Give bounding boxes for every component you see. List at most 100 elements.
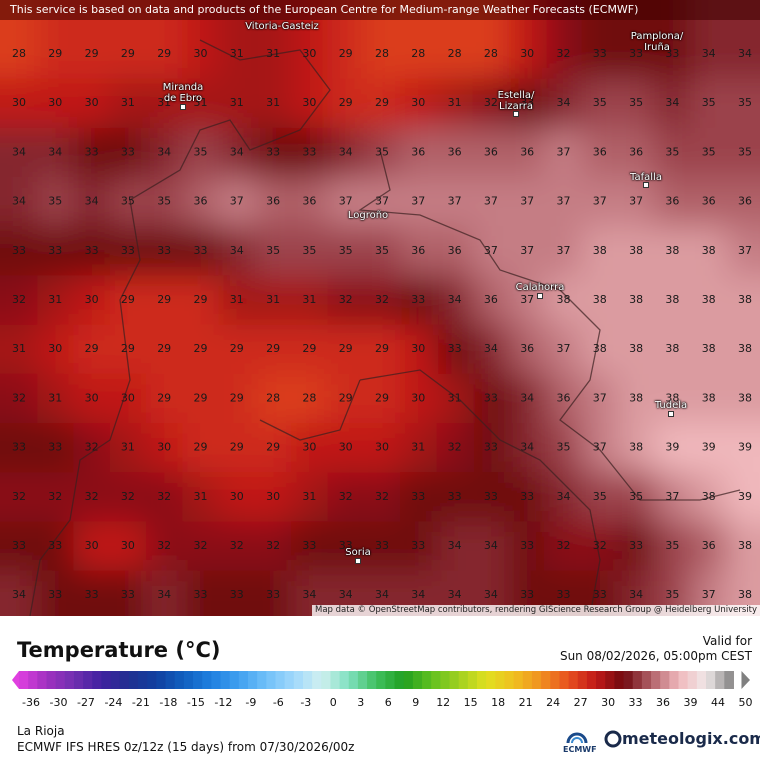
field-cell [545, 275, 583, 326]
field-cell [254, 78, 293, 129]
grid-value: 29 [339, 47, 353, 60]
colorbar-cell [596, 671, 606, 689]
field-cell [472, 177, 511, 228]
ecmwf-logo [566, 732, 588, 744]
grid-value: 36 [484, 145, 498, 158]
field-cell [182, 521, 220, 572]
city-marker [537, 293, 543, 299]
colorbar-cell [46, 671, 57, 689]
field-cell [109, 127, 148, 178]
field-cell [363, 373, 402, 424]
grid-value: 29 [339, 96, 353, 109]
grid-value: 31 [121, 441, 135, 454]
grid-value: 39 [702, 441, 716, 454]
grid-value: 29 [266, 342, 280, 355]
grid-value: 38 [702, 244, 716, 257]
field-cell [37, 177, 75, 228]
field-cell [472, 226, 511, 277]
colorbar-cell [92, 671, 102, 689]
grid-value: 36 [302, 195, 316, 208]
city-label: Tafalla [630, 172, 662, 183]
grid-value: 37 [557, 244, 571, 257]
colorbar-cell [357, 671, 368, 689]
grid-value: 32 [85, 441, 99, 454]
grid-value: 33 [302, 539, 316, 552]
field-cell [581, 521, 619, 572]
field-cell [37, 127, 75, 178]
colorbar-cell [330, 671, 341, 689]
grid-value: 34 [557, 96, 571, 109]
colorbar-cell [83, 671, 93, 689]
field-cell [254, 423, 293, 474]
grid-value: 29 [194, 293, 208, 306]
field-cell [654, 78, 692, 129]
grid-value: 29 [157, 47, 171, 60]
grid-value: 35 [738, 96, 752, 109]
grid-value: 38 [702, 342, 716, 355]
colorbar-cell [147, 671, 157, 689]
colorbar-cell [385, 671, 396, 689]
colorbar-right-arrow [741, 671, 750, 689]
field-cell [690, 324, 728, 375]
grid-value: 37 [520, 195, 534, 208]
field-cell [690, 177, 728, 228]
colorbar-cell [119, 671, 130, 689]
field-cell [327, 127, 365, 178]
grid-value: 32 [12, 490, 26, 503]
grid-value: 30 [375, 441, 389, 454]
field-cell [363, 324, 402, 375]
colorbar-cell [73, 671, 84, 689]
field-cell [291, 226, 329, 277]
city-marker [513, 111, 519, 117]
field-cell [218, 521, 256, 572]
field-cell [363, 127, 402, 178]
grid-value: 34 [12, 195, 26, 208]
grid-value: 37 [557, 145, 571, 158]
grid-value: 34 [448, 293, 462, 306]
field-cell [617, 423, 656, 474]
grid-value: 34 [12, 145, 26, 158]
grid-value: 36 [629, 145, 643, 158]
grid-value: 35 [157, 195, 171, 208]
grid-value: 36 [702, 539, 716, 552]
grid-value: 34 [85, 195, 99, 208]
field-cell [654, 127, 692, 178]
grid-value: 36 [411, 244, 425, 257]
field-cell [109, 78, 148, 129]
field-cell [0, 226, 39, 277]
field-cell [617, 373, 656, 424]
colorbar-cell [559, 671, 570, 689]
field-cell [291, 373, 329, 424]
grid-value: 29 [302, 342, 316, 355]
field-cell [218, 373, 256, 424]
grid-value: 33 [48, 539, 62, 552]
colorbar-cell [531, 671, 542, 689]
grid-value: 30 [230, 490, 244, 503]
colorbar-cell [321, 671, 331, 689]
grid-value: 34 [157, 145, 171, 158]
city-label: Vitoria-Gasteiz [245, 21, 319, 32]
grid-values: 28 29 29 29 29 30 31 31 30 29 28 28 28 28 30 32 33 33 33 34… [12, 47, 752, 601]
field-cell [291, 275, 329, 326]
colorbar-cell [174, 671, 185, 689]
field-cell [218, 472, 256, 523]
grid-value: 30 [121, 391, 135, 404]
colorbar-cell [138, 671, 148, 689]
grid-value: 30 [302, 47, 316, 60]
field-cell [254, 324, 293, 375]
grid-value: 29 [85, 47, 99, 60]
field-cell [581, 472, 619, 523]
grid-value: 35 [702, 145, 716, 158]
grid-value: 33 [448, 490, 462, 503]
grid-value: 32 [230, 539, 244, 552]
field-cell [654, 423, 692, 474]
grid-value: 38 [738, 391, 752, 404]
colorbar-tick-label: 39 [683, 696, 698, 709]
colorbar-cell [696, 671, 707, 689]
colorbar-cell [486, 671, 496, 689]
temperature-field [0, 0, 760, 616]
grid-value: 36 [738, 195, 752, 208]
grid-value: 33 [230, 588, 244, 601]
field-cell [617, 226, 656, 277]
field-cell [617, 521, 656, 572]
